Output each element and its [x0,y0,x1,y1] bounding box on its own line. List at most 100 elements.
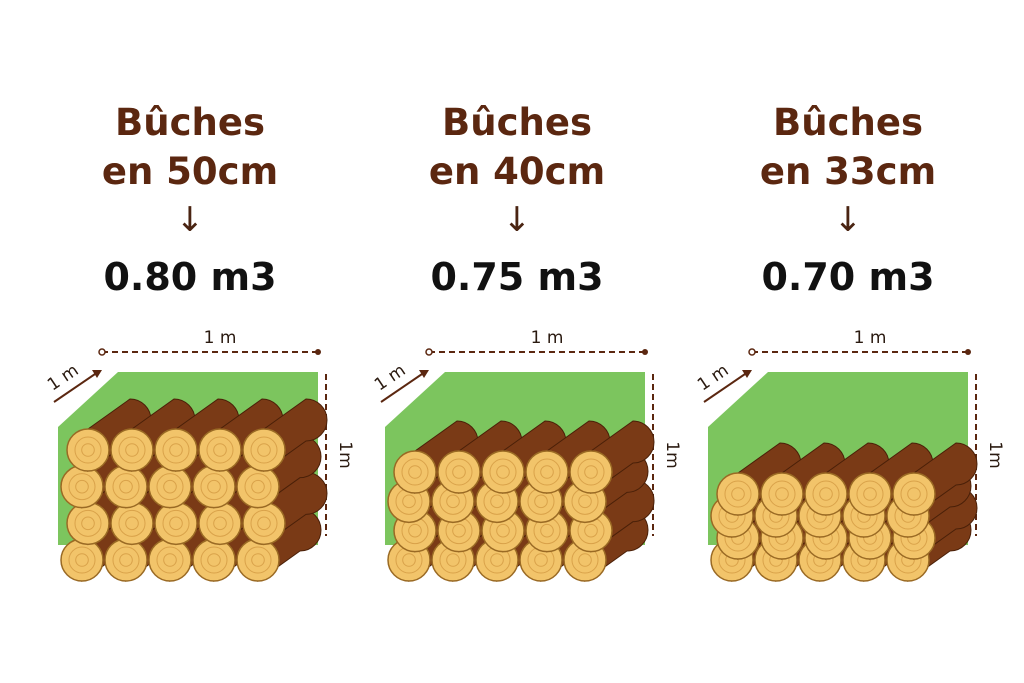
depth-dimension-arrow [380,371,426,403]
growth-ring [856,480,884,508]
log [892,442,978,516]
log [236,508,322,582]
growth-ring [119,553,133,567]
arrow-head [92,370,102,378]
volume-value: 0.80 m3 [103,255,277,299]
growth-ring [74,436,102,464]
growth-ring [244,546,272,574]
growth-ring [213,443,227,457]
growth-ring [401,458,429,486]
growth-ring [68,473,96,501]
growth-ring [402,494,416,509]
growth-ring [489,458,517,486]
growth-ring [812,480,840,508]
growth-ring [118,509,146,537]
log-end [242,428,286,472]
growth-ring [731,487,745,501]
growth-ring [534,553,548,567]
growth-ring [81,516,95,531]
growth-ring [578,494,592,509]
panel-title: Bûches en 40cm [428,101,606,193]
growth-ring [163,479,177,494]
growth-ring [452,465,466,479]
growth-ring [540,523,554,538]
growth-ring [775,487,789,501]
dimension-label: 1 m [204,328,237,348]
growth-ring [206,436,234,464]
log-end [437,450,481,494]
growth-ring [534,494,548,509]
growth-ring [68,546,96,574]
log [236,435,322,509]
growth-ring [81,443,95,457]
growth-ring [408,523,422,538]
arrow-head [742,370,752,378]
growth-ring [496,465,510,479]
growth-ring [496,523,510,538]
growth-ring [452,523,466,538]
log-end [848,472,892,516]
log [242,471,328,546]
growth-ring [250,509,278,537]
volume-value: 0.70 m3 [761,255,935,299]
growth-ring [584,465,598,479]
growth-ring [200,546,228,574]
growth-ring [206,509,234,537]
log-end [716,472,760,516]
log-end [110,428,154,472]
log-end [804,472,848,516]
growth-ring [533,458,561,486]
growth-ring [156,473,184,501]
growth-ring [125,516,139,531]
growth-ring [169,443,183,457]
growth-ring [118,436,146,464]
growth-ring [119,479,133,494]
growth-ring [207,479,221,494]
growth-ring [74,509,102,537]
growth-ring [577,458,605,486]
dimension-endpoint [98,348,106,356]
dimension-endpoint [748,348,756,356]
log-end [198,428,242,472]
log-end [481,450,525,494]
growth-ring [490,553,504,567]
growth-ring [257,516,271,531]
dimension-endpoint [965,349,971,355]
growth-ring [112,546,140,574]
depth-dimension-arrow [53,371,99,403]
log-end [760,472,804,516]
dimension-endpoint [425,348,433,356]
panel-title: Bûches en 33cm [759,101,937,193]
growth-ring [907,487,921,501]
growth-ring [75,553,89,567]
log-stack-2: 1 m1 m1m [371,328,682,582]
growth-ring [819,487,833,501]
growth-ring [402,553,416,567]
arrow-head [419,370,429,378]
growth-ring [162,436,190,464]
growth-ring [251,553,265,567]
growth-ring [125,443,139,457]
log-end [525,450,569,494]
growth-ring [244,473,272,501]
log [242,398,328,472]
growth-ring [768,480,796,508]
growth-ring [169,516,183,531]
growth-ring [162,509,190,537]
growth-ring [584,523,598,538]
dimension-label: 1m [335,441,355,468]
log-end [66,428,110,472]
log-end [569,450,613,494]
volume-value: 0.75 m3 [430,255,604,299]
dimension-endpoint [642,349,648,355]
growth-ring [445,458,473,486]
panel-40cm: Bûches en 40cm ↓ 0.75 m3 [352,0,682,683]
growth-ring [200,473,228,501]
log-stack-3: 1 m1 m1m [694,328,1005,582]
growth-ring [250,436,278,464]
down-arrow-icon: ↓ [833,200,863,240]
growth-ring [257,443,271,457]
growth-ring [900,480,928,508]
